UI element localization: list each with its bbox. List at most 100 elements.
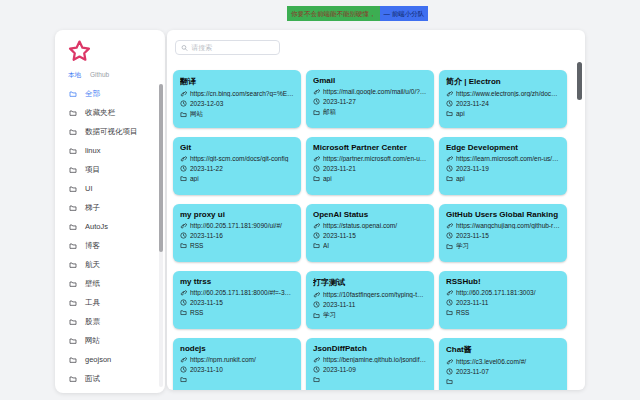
sidebar-item[interactable]: 股票 <box>55 312 158 331</box>
bookmark-card[interactable]: my ttrss http://60.205.171.181:8000/#f=-… <box>173 271 301 329</box>
bookmark-date: 2023-11-15 <box>190 299 294 306</box>
folder-icon <box>446 110 453 117</box>
sidebar-item-label: 航天 <box>85 260 100 270</box>
bookmark-title: OpenAI Status <box>313 210 427 219</box>
clock-icon <box>446 100 453 107</box>
bookmark-card[interactable]: Chat酱 https://c3.level06.com/#/ 2023-11-… <box>439 338 567 390</box>
sidebar-item[interactable]: 网站 <box>55 331 158 350</box>
sidebar-item[interactable]: 工具 <box>55 293 158 312</box>
bookmark-grid: 翻译 https://cn.bing.com/search?q=%E7%BF%B… <box>173 70 573 390</box>
clock-icon <box>180 366 187 373</box>
bookmark-url: https://wangchujiang.com/github-rank/ <box>456 222 560 229</box>
bookmark-tag: 学习 <box>323 311 427 320</box>
sidebar-scrollbar-thumb[interactable] <box>159 84 163 252</box>
bookmark-date: 2023-11-24 <box>456 100 560 107</box>
sidebar-item[interactable]: 壁纸 <box>55 274 158 293</box>
bookmark-title: 打字测试 <box>313 277 427 288</box>
sidebar-item[interactable]: 梯子 <box>55 198 158 217</box>
bookmark-tag: RSS <box>190 242 294 249</box>
bookmark-tag: 邮箱 <box>323 108 427 117</box>
clock-icon <box>313 98 320 105</box>
folder-icon <box>69 261 77 269</box>
folder-icon <box>446 378 453 385</box>
bookmark-title: 简介 | Electron <box>446 76 560 87</box>
bookmark-card[interactable]: OpenAI Status https://status.openai.com/… <box>306 204 434 262</box>
folder-icon <box>69 356 77 364</box>
folder-icon <box>313 242 320 249</box>
link-icon <box>180 155 187 162</box>
clock-icon <box>446 368 453 375</box>
main-scrollbar-thumb[interactable] <box>577 62 582 100</box>
bookmark-url: https://mail.google.com/mail/u/0/?hl=zh-… <box>323 88 427 95</box>
tab-local[interactable]: 本地 <box>68 71 81 80</box>
tab-github[interactable]: Github <box>90 71 109 80</box>
sidebar-item[interactable]: 数据可视化项目 <box>55 122 158 141</box>
quote-source-link[interactable]: — 前端小分队 <box>380 6 429 21</box>
bookmark-card[interactable]: Gmail https://mail.google.com/mail/u/0/?… <box>306 70 434 128</box>
sidebar-item[interactable]: geojson <box>55 350 158 369</box>
sidebar-item[interactable]: 博客 <box>55 236 158 255</box>
sidebar-item[interactable]: UI <box>55 179 158 198</box>
bookmark-card[interactable]: my proxy ui http://60.205.171.181:9090/u… <box>173 204 301 262</box>
sidebar-item[interactable]: 全部 <box>55 84 158 103</box>
bookmark-card[interactable]: Edge Development https://learn.microsoft… <box>439 137 567 195</box>
bookmark-card[interactable]: nodejs https://npm.runkit.com/ 2023-11-1… <box>173 338 301 390</box>
main-panel: 翻译 https://cn.bing.com/search?q=%E7%BF%B… <box>167 30 585 390</box>
link-icon <box>313 155 320 162</box>
bookmark-card[interactable]: Git https://git-scm.com/docs/git-config … <box>173 137 301 195</box>
sidebar-item-label: 面试 <box>85 374 100 384</box>
bookmark-card[interactable]: 简介 | Electron https://www.electronjs.org… <box>439 70 567 128</box>
bookmark-date: 2023-11-21 <box>323 165 427 172</box>
clock-icon <box>313 301 320 308</box>
sidebar-item[interactable]: 收藏夹栏 <box>55 103 158 122</box>
folder-icon <box>446 243 453 250</box>
bookmark-title: Git <box>180 143 294 152</box>
bookmark-card[interactable]: JsonDiffPatch https://benjamine.github.i… <box>306 338 434 390</box>
folder-icon <box>69 242 77 250</box>
sidebar: 本地 Github 全部 收藏夹栏 数据可视化项目 linux 项目 <box>55 30 165 393</box>
bookmark-url: https://partner.microsoft.com/en-us/dash… <box>323 155 427 162</box>
bookmark-url: https://status.openai.com/ <box>323 222 427 229</box>
bookmark-card[interactable]: 打字测试 https://10fastfingers.com/typing-te… <box>306 271 434 329</box>
bookmark-card[interactable]: 翻译 https://cn.bing.com/search?q=%E7%BF%B… <box>173 70 301 128</box>
folder-icon <box>446 175 453 182</box>
bookmark-tag: 学习 <box>456 242 560 251</box>
bookmark-card[interactable]: GitHub Users Global Ranking https://wang… <box>439 204 567 262</box>
folder-icon <box>69 204 77 212</box>
search-box <box>175 40 280 55</box>
sidebar-item[interactable]: 面试 <box>55 369 158 388</box>
clock-icon <box>313 366 320 373</box>
folder-icon <box>69 185 77 193</box>
folder-icon <box>69 280 77 288</box>
link-icon <box>180 289 187 296</box>
sidebar-item[interactable]: linux <box>55 141 158 160</box>
folder-icon <box>313 175 320 182</box>
sidebar-item[interactable]: AutoJs <box>55 217 158 236</box>
bookmark-card[interactable]: Microsoft Partner Center https://partner… <box>306 137 434 195</box>
bookmark-card[interactable]: RSSHub! http://60.205.171.181:3003/ 2023… <box>439 271 567 329</box>
sidebar-item[interactable]: 航天 <box>55 255 158 274</box>
bookmark-url: https://npm.runkit.com/ <box>190 356 294 363</box>
bookmark-url: https://cn.bing.com/search?q=%E7%BF%BB%E… <box>190 90 294 97</box>
clock-icon <box>180 299 187 306</box>
sidebar-item-label: 股票 <box>85 317 100 327</box>
bookmark-date: 2023-11-27 <box>323 98 427 105</box>
folder-icon <box>69 299 77 307</box>
clock-icon <box>313 165 320 172</box>
search-input[interactable] <box>191 44 274 51</box>
sidebar-scrollbar[interactable] <box>159 84 163 387</box>
clock-icon <box>313 232 320 239</box>
sidebar-item-label: 壁纸 <box>85 279 100 289</box>
folder-icon <box>69 128 77 136</box>
sidebar-item-label: AutoJs <box>85 222 108 231</box>
link-icon <box>446 90 453 97</box>
sidebar-item[interactable]: 项目 <box>55 160 158 179</box>
bookmark-tag: api <box>190 175 294 182</box>
bookmark-date: 2023-11-16 <box>190 232 294 239</box>
bookmark-tag: api <box>456 110 560 117</box>
folder-icon <box>69 90 77 98</box>
search-icon <box>181 44 188 52</box>
folder-icon <box>180 111 187 118</box>
link-icon <box>446 155 453 162</box>
sidebar-item-label: geojson <box>85 355 111 364</box>
